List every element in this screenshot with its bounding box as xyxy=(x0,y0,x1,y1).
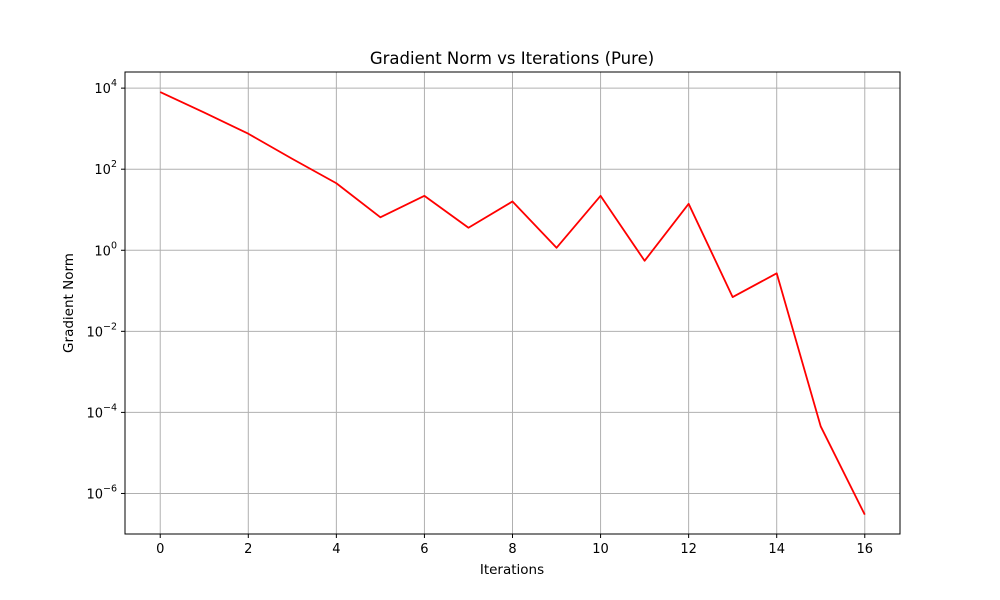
x-tick-label: 4 xyxy=(332,542,340,557)
y-tick-label: 10−6 xyxy=(86,483,117,502)
x-tick-label: 8 xyxy=(508,542,516,557)
y-tick-exponent: −4 xyxy=(103,402,117,413)
y-tick-label: 104 xyxy=(94,78,117,97)
y-tick-exponent: 0 xyxy=(111,240,117,251)
y-tick-label: 102 xyxy=(94,159,117,178)
chart-title: Gradient Norm vs Iterations (Pure) xyxy=(370,49,654,68)
y-tick-base: 10 xyxy=(86,487,103,502)
y-tick-exponent: −6 xyxy=(103,483,117,494)
y-tick-base: 10 xyxy=(86,406,103,421)
x-axis-label: Iterations xyxy=(480,562,544,578)
x-tick-label: 14 xyxy=(768,542,785,557)
y-tick-exponent: −2 xyxy=(103,321,117,332)
grid xyxy=(125,72,900,534)
y-tick-label: 100 xyxy=(94,240,117,259)
y-tick-label: 10−4 xyxy=(86,402,117,421)
y-tick-exponent: 4 xyxy=(111,78,117,89)
series-line xyxy=(159,91,866,516)
y-tick-exponent: 2 xyxy=(111,159,117,170)
x-tick-label: 6 xyxy=(420,542,428,557)
y-tick-base: 10 xyxy=(94,244,111,259)
y-axis-label: Gradient Norm xyxy=(61,253,77,353)
x-tick-label: 0 xyxy=(156,542,164,557)
x-axis-ticks: 0 2 4 6 8 10 12 14 16 xyxy=(156,534,873,557)
x-tick-label: 10 xyxy=(592,542,609,557)
x-tick-label: 2 xyxy=(244,542,252,557)
y-tick-base: 10 xyxy=(94,163,111,178)
series-layer xyxy=(159,91,866,516)
x-tick-label: 12 xyxy=(680,542,697,557)
y-tick-label: 10−2 xyxy=(86,321,117,340)
y-tick-base: 10 xyxy=(86,325,103,340)
y-tick-base: 10 xyxy=(94,82,111,97)
x-tick-label: 16 xyxy=(856,542,873,557)
